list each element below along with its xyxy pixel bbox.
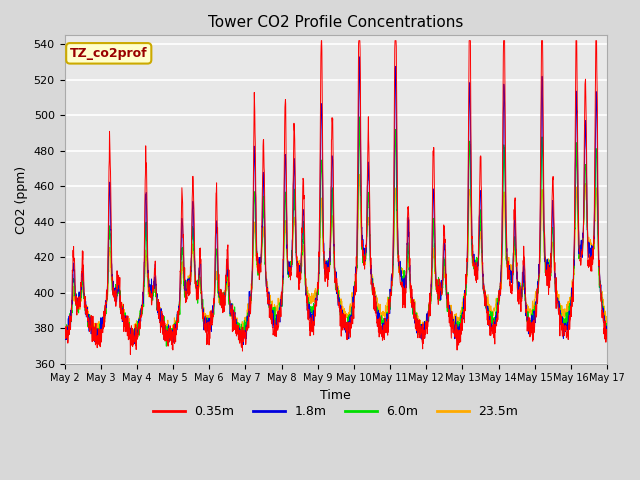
Y-axis label: CO2 (ppm): CO2 (ppm)	[15, 166, 28, 234]
Legend: 0.35m, 1.8m, 6.0m, 23.5m: 0.35m, 1.8m, 6.0m, 23.5m	[148, 400, 524, 423]
Text: TZ_co2prof: TZ_co2prof	[70, 47, 148, 60]
X-axis label: Time: Time	[321, 389, 351, 402]
Title: Tower CO2 Profile Concentrations: Tower CO2 Profile Concentrations	[208, 15, 463, 30]
